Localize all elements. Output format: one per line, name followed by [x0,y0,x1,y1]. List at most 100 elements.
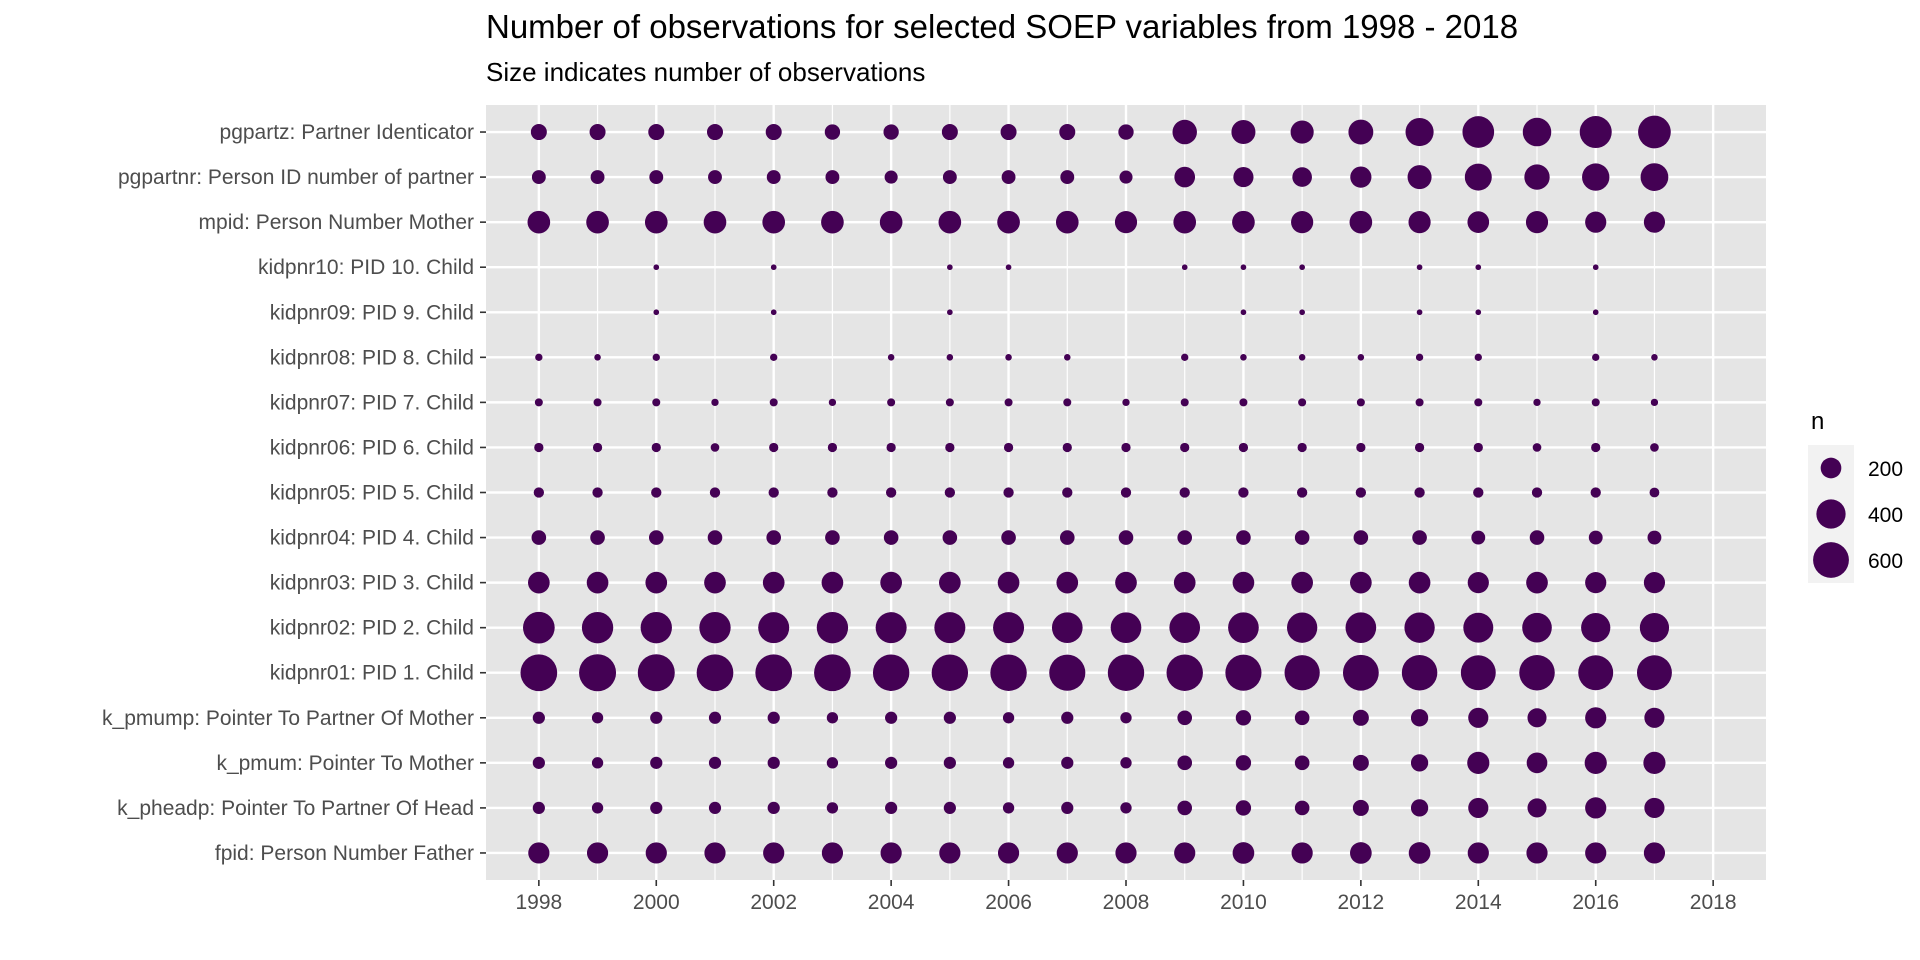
data-point [1410,754,1429,772]
y-tick-label: k_pheadp: Pointer To Partner Of Head [117,797,474,820]
legend-label: 400 [1868,504,1903,527]
data-point [1003,487,1014,498]
data-point [1294,800,1310,816]
data-point [875,612,907,644]
data-point [1412,530,1427,545]
data-point [828,398,837,407]
data-point [1643,572,1666,594]
data-point [1408,842,1431,864]
data-point [763,842,785,864]
data-point [1345,612,1377,644]
data-point [1000,124,1017,141]
data-point [1643,842,1666,864]
data-point [1349,210,1373,234]
data-point [1240,264,1247,271]
data-point [1463,612,1494,643]
data-point [579,654,617,692]
data-point [531,530,547,545]
data-point [1298,398,1307,407]
data-point [706,124,724,141]
data-point [885,756,898,769]
data-point [1002,757,1015,769]
data-point [534,398,543,407]
chart-subtitle: Size indicates number of observations [486,57,925,87]
data-point [944,487,956,498]
y-tick-label: kidpnr10: PID 10. Child [258,256,474,279]
data-point [652,398,661,407]
data-point [1114,211,1138,234]
data-point [1585,842,1607,864]
data-point [1415,353,1424,361]
data-point [1590,487,1601,498]
data-point [1177,530,1193,545]
data-point [943,711,956,724]
data-point [879,210,903,234]
x-tick-label: 2004 [868,891,915,914]
y-tick-label: kidpnr05: PID 5. Child [270,482,474,505]
data-point [1232,571,1255,594]
data-point [765,124,782,141]
data-point [814,654,851,692]
data-point [531,170,546,185]
data-point [1181,264,1188,271]
data-point [1235,755,1252,771]
data-point [522,611,555,644]
data-point [1352,709,1369,726]
legend-symbol [1816,499,1846,529]
data-point [885,711,898,724]
data-point [649,170,664,185]
data-point [758,612,790,644]
data-point [1348,119,1374,145]
data-point [1644,707,1665,728]
data-point [1650,443,1659,452]
data-point [1353,530,1369,545]
data-point [1414,442,1425,453]
data-point [590,170,605,185]
data-point [825,530,840,545]
data-point [1636,655,1672,691]
data-point [885,487,897,498]
data-point [883,124,899,140]
data-point [1122,398,1130,407]
data-point [1231,120,1256,145]
data-point [826,757,839,769]
data-point [711,398,719,407]
data-point [1298,354,1306,361]
data-point [1407,165,1432,190]
data-point [644,210,668,234]
data-point [1350,166,1372,188]
data-point [1005,264,1012,271]
data-point [645,842,667,864]
data-point [1473,442,1483,453]
data-point [993,612,1025,644]
data-point [1235,710,1252,726]
data-point [770,264,777,271]
y-tick-label: kidpnr07: PID 7. Child [270,391,474,414]
data-point [884,170,898,184]
data-point [704,571,726,594]
data-point [1119,170,1133,184]
data-point [1460,655,1496,691]
data-point [1238,487,1249,498]
data-point [1410,709,1429,727]
data-point [1584,751,1607,774]
x-tick-label: 2006 [985,891,1032,914]
data-point [1591,442,1601,453]
x-tick-label: 1998 [515,891,562,914]
data-point [766,530,782,545]
data-point [945,398,954,407]
y-tick-label: pgpartnr: Person ID number of partner [118,166,474,189]
data-point [1232,210,1255,234]
data-point [592,487,603,498]
data-point [586,210,609,234]
data-point [767,756,780,769]
data-point [708,711,722,724]
data-point [1059,530,1075,545]
data-point [1640,163,1669,191]
data-point [703,210,727,234]
data-point [945,442,955,453]
data-point [704,842,726,864]
data-point [708,801,722,815]
data-point [651,487,662,498]
data-point [941,124,958,141]
